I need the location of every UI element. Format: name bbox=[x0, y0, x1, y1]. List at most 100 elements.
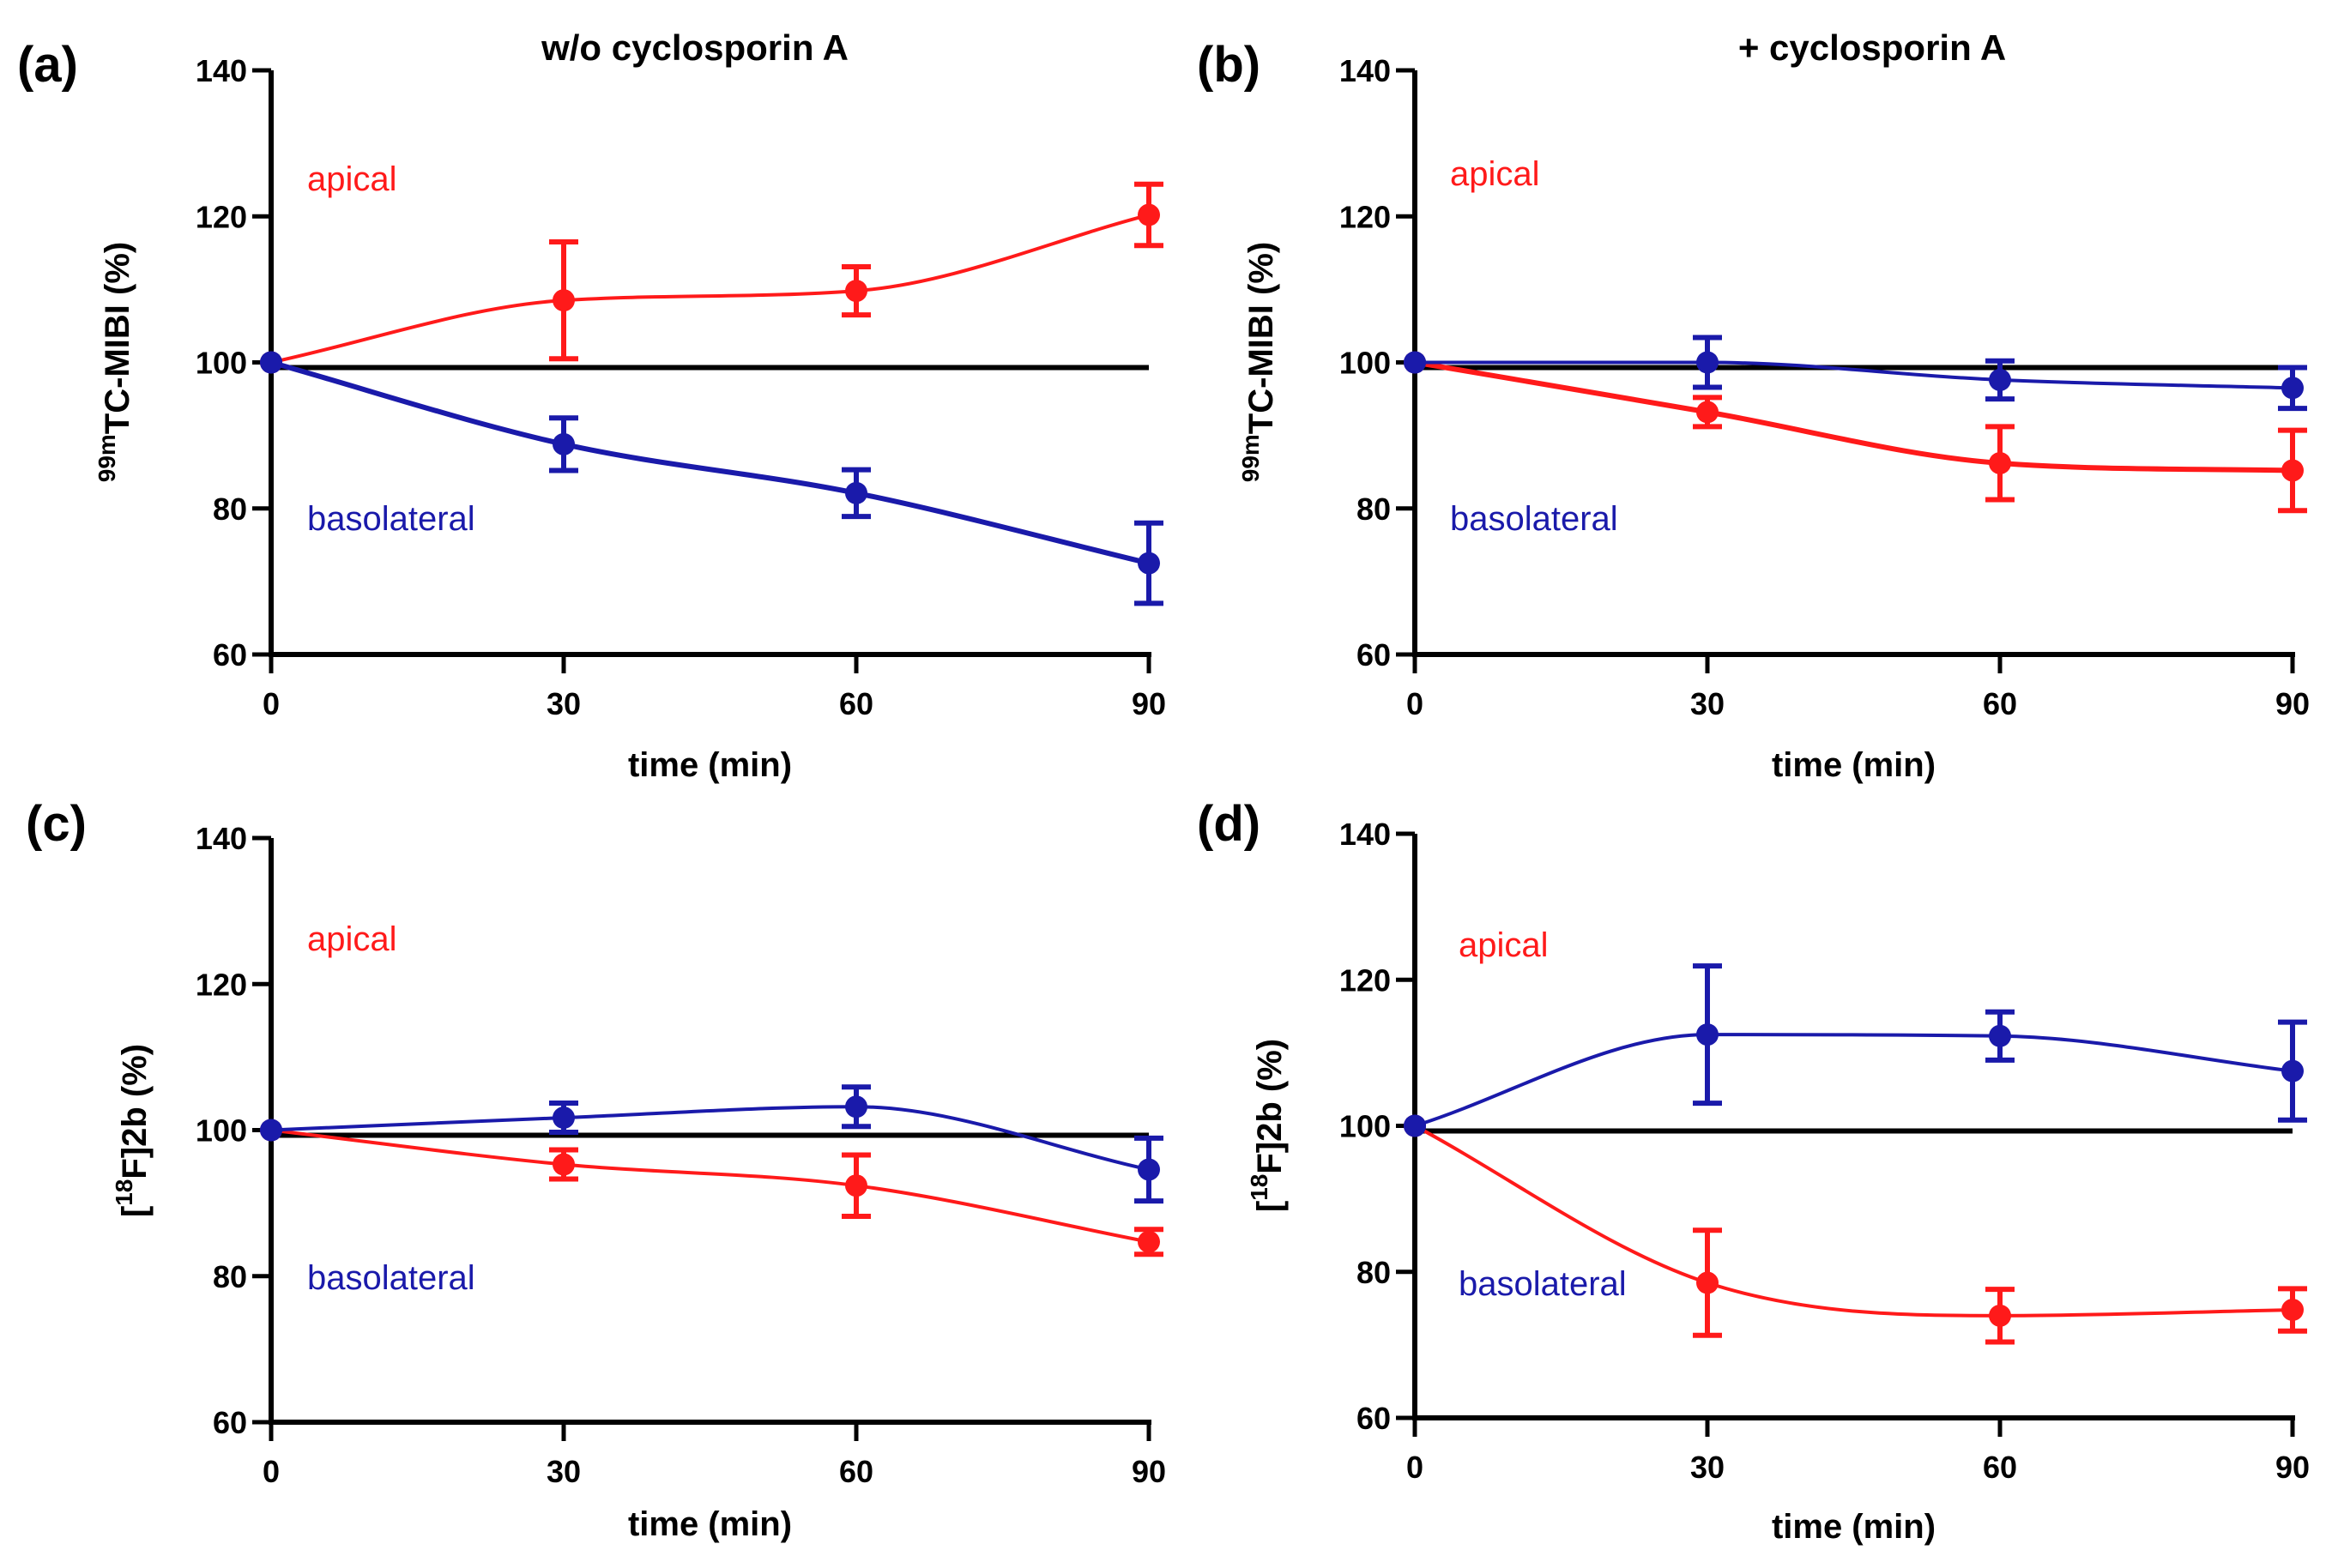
x-tick-label: 30 bbox=[547, 686, 581, 721]
panel-label: (b) bbox=[1197, 37, 1260, 93]
y-tick-label: 120 bbox=[1339, 199, 1391, 234]
y-tick-label: 140 bbox=[1339, 817, 1391, 852]
y-axis-label: [18F]2b (%) bbox=[111, 1044, 154, 1217]
data-point-basolateral bbox=[1989, 368, 2011, 391]
y-tick-label: 80 bbox=[1356, 492, 1391, 527]
data-point-apical bbox=[2281, 459, 2304, 482]
series-line-basolateral bbox=[1414, 360, 2293, 390]
y-axis-label-superscript: 18 bbox=[1246, 1174, 1272, 1201]
data-point-origin bbox=[1404, 1114, 1426, 1137]
annotation-basolateral: basolateral bbox=[307, 1259, 475, 1297]
x-tick-label: 60 bbox=[1983, 1450, 2017, 1485]
series-line-apical bbox=[1414, 359, 2293, 473]
y-tick-label: 120 bbox=[196, 967, 247, 1002]
data-point-basolateral bbox=[1696, 351, 1719, 374]
y-tick-label: 60 bbox=[213, 1405, 247, 1440]
annotation-basolateral: basolateral bbox=[307, 500, 475, 538]
data-point-apical bbox=[1989, 451, 2011, 474]
data-point-origin bbox=[1404, 351, 1426, 374]
y-axis-label-base: TC-MIBI (%) bbox=[99, 242, 136, 434]
panel-0: (a) w/o cyclosporin A 60 80 100 120 140 0 30 60 90… bbox=[17, 27, 1166, 784]
data-point-basolateral bbox=[1696, 1023, 1719, 1046]
y-tick-label: 120 bbox=[196, 199, 247, 234]
panel-title: w/o cyclosporin A bbox=[541, 27, 849, 68]
data-point-apical bbox=[845, 1174, 867, 1197]
y-tick-label: 140 bbox=[196, 53, 247, 88]
data-point-origin bbox=[260, 1119, 282, 1142]
y-tick-label: 140 bbox=[1339, 53, 1391, 88]
y-tick-label: 80 bbox=[213, 1259, 247, 1294]
x-tick-label: 60 bbox=[839, 686, 873, 721]
y-axis-label-prefix: [ bbox=[1251, 1201, 1289, 1212]
series-line-basolateral bbox=[270, 1105, 1150, 1172]
y-tick-label: 100 bbox=[196, 346, 247, 381]
y-tick-label: 100 bbox=[1339, 1109, 1391, 1144]
data-point-apical bbox=[1696, 1271, 1719, 1294]
y-tick-label: 80 bbox=[1356, 1255, 1391, 1290]
x-tick-label: 90 bbox=[2275, 1450, 2310, 1485]
y-axis-label-base: F]2b (%) bbox=[116, 1044, 154, 1179]
y-tick-label: 60 bbox=[213, 637, 247, 672]
data-point-basolateral bbox=[553, 432, 575, 455]
x-tick-label: 60 bbox=[839, 1454, 873, 1489]
y-axis-label-superscript: 99m bbox=[94, 434, 120, 482]
x-tick-label: 30 bbox=[1690, 686, 1725, 721]
x-tick-label: 0 bbox=[263, 686, 280, 721]
annotation-apical: apical bbox=[307, 920, 397, 958]
y-axis-label: [18F]2b (%) bbox=[1246, 1039, 1289, 1212]
data-point-basolateral bbox=[2281, 1059, 2304, 1083]
x-tick-label: 0 bbox=[1406, 686, 1423, 721]
annotation-basolateral: basolateral bbox=[1459, 1265, 1627, 1303]
data-point-apical bbox=[845, 280, 867, 303]
y-axis-label: 99mTC-MIBI (%) bbox=[1237, 242, 1280, 482]
x-axis-label: time (min) bbox=[628, 1505, 792, 1543]
x-tick-label: 90 bbox=[2275, 686, 2310, 721]
y-axis-label-base: TC-MIBI (%) bbox=[1242, 242, 1280, 434]
data-point-apical bbox=[1989, 1304, 2011, 1327]
panel-label: (c) bbox=[26, 796, 87, 852]
panel-2: (c) 60 80 100 120 140 0 30 60 90 time (min) [18F]2b… bbox=[26, 796, 1166, 1543]
panel-label: (a) bbox=[17, 37, 78, 93]
data-point-apical bbox=[1696, 401, 1719, 424]
y-axis-label-superscript: 18 bbox=[111, 1179, 137, 1206]
y-tick-label: 60 bbox=[1356, 1401, 1391, 1436]
y-tick-label: 140 bbox=[196, 821, 247, 856]
annotation-apical: apical bbox=[1450, 155, 1540, 193]
x-axis-label: time (min) bbox=[1772, 746, 1936, 784]
y-axis-label: 99mTC-MIBI (%) bbox=[94, 242, 136, 482]
data-point-apical bbox=[553, 289, 575, 312]
y-tick-label: 100 bbox=[1339, 346, 1391, 381]
data-point-origin bbox=[260, 351, 282, 374]
data-point-basolateral bbox=[1138, 552, 1160, 575]
data-point-basolateral bbox=[845, 1095, 867, 1119]
panel-label: (d) bbox=[1197, 796, 1260, 852]
x-axis-label: time (min) bbox=[1772, 1508, 1936, 1546]
x-axis-label: time (min) bbox=[628, 746, 792, 784]
x-tick-label: 0 bbox=[1406, 1450, 1423, 1485]
series-line-apical bbox=[1414, 1124, 2293, 1318]
data-point-apical bbox=[553, 1153, 575, 1176]
data-point-apical bbox=[1138, 203, 1160, 226]
annotation-apical: apical bbox=[1459, 926, 1549, 964]
series-line-apical bbox=[270, 1128, 1150, 1244]
series-line-basolateral bbox=[270, 359, 1150, 566]
data-point-apical bbox=[1138, 1230, 1160, 1253]
y-axis-label-prefix: [ bbox=[116, 1206, 154, 1217]
panel-3: (d) 60 80 100 120 140 0 30 60 90 time (min) [18F]2b… bbox=[1197, 796, 2310, 1546]
annotation-basolateral: basolateral bbox=[1450, 500, 1618, 538]
x-tick-label: 0 bbox=[263, 1454, 280, 1489]
x-tick-label: 30 bbox=[547, 1454, 581, 1489]
y-tick-label: 60 bbox=[1356, 637, 1391, 672]
y-tick-label: 120 bbox=[1339, 962, 1391, 998]
data-point-basolateral bbox=[1138, 1158, 1160, 1181]
data-point-basolateral bbox=[845, 481, 867, 504]
y-tick-label: 80 bbox=[213, 492, 247, 527]
x-tick-label: 90 bbox=[1132, 686, 1166, 721]
data-point-basolateral bbox=[553, 1107, 575, 1130]
panel-title: + cyclosporin A bbox=[1738, 27, 2006, 68]
y-axis-label-base: F]2b (%) bbox=[1251, 1039, 1289, 1174]
data-point-basolateral bbox=[2281, 377, 2304, 400]
x-tick-label: 30 bbox=[1690, 1450, 1725, 1485]
panel-1: (b) + cyclosporin A 60 80 100 120 140 0 30 60 90 ti… bbox=[1197, 27, 2310, 784]
